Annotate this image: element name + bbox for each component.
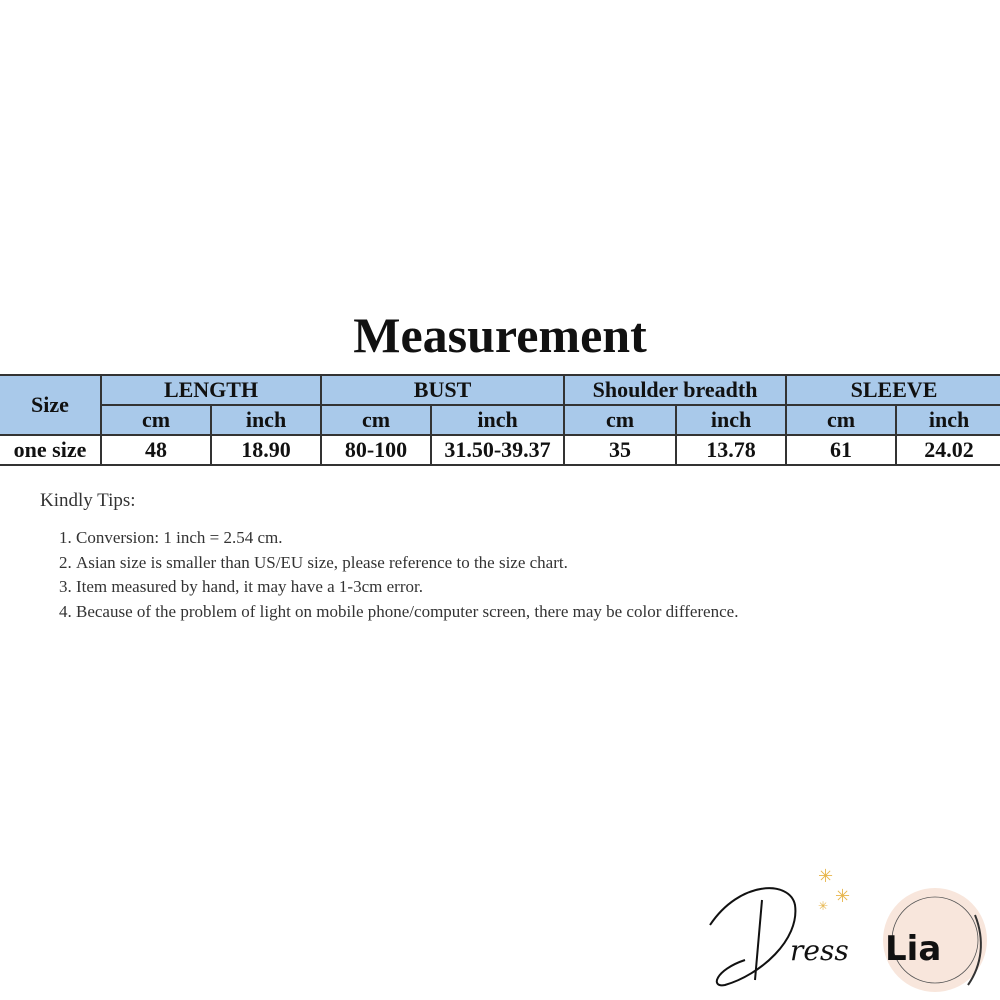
value-cell: 18.90 [209,434,323,466]
table-row: one size 48 18.90 80-100 31.50-39.37 35 … [0,434,1000,466]
size-header: Size [0,374,102,436]
value-cell: 80-100 [320,434,433,466]
unit-header: inch [209,404,323,436]
dresslia-logo: ✳✳✳ ress Lia [709,866,987,992]
size-cell: one size [0,434,102,466]
value-cell: 31.50-39.37 [430,434,566,466]
svg-text:✳: ✳ [818,899,828,913]
group-header: Shoulder breadth [563,374,788,406]
tips-heading: Kindly Tips: [40,490,136,511]
tip-item: Conversion: 1 inch = 2.54 cm. [76,526,866,551]
tip-item: Item measured by hand, it may have a 1-3… [76,575,866,600]
unit-header: inch [675,404,788,436]
group-header: BUST [320,374,566,406]
value-cell: 13.78 [675,434,788,466]
svg-text:✳: ✳ [818,866,833,886]
group-header: LENGTH [99,374,323,406]
svg-text:ress: ress [790,934,849,967]
unit-header: inch [430,404,566,436]
logo-script-d [709,887,797,987]
unit-header: inch [895,404,1000,436]
unit-header: cm [785,404,898,436]
svg-text:✳: ✳ [835,886,850,906]
tip-item: Asian size is smaller than US/EU size, p… [76,551,866,576]
tip-item: Because of the problem of light on mobil… [76,600,866,625]
leaf-icon [967,914,982,986]
svg-text:Lia: Lia [885,929,941,969]
value-cell: 61 [785,434,898,466]
size-table: Size LENGTH BUST Shoulder breadth SLEEVE… [0,374,1000,466]
page-title: Measurement [353,307,647,363]
group-header: SLEEVE [785,374,1000,406]
unit-header: cm [563,404,678,436]
sparkle-icon: ✳✳✳ [818,866,850,913]
logo-circle [883,888,987,992]
unit-header: cm [100,404,212,436]
value-cell: 24.02 [895,434,1000,466]
value-cell: 35 [563,434,678,466]
value-cell: 48 [100,434,212,466]
tips-section: Kindly Tips: Conversion: 1 inch = 2.54 c… [40,490,866,624]
unit-header: cm [320,404,433,436]
